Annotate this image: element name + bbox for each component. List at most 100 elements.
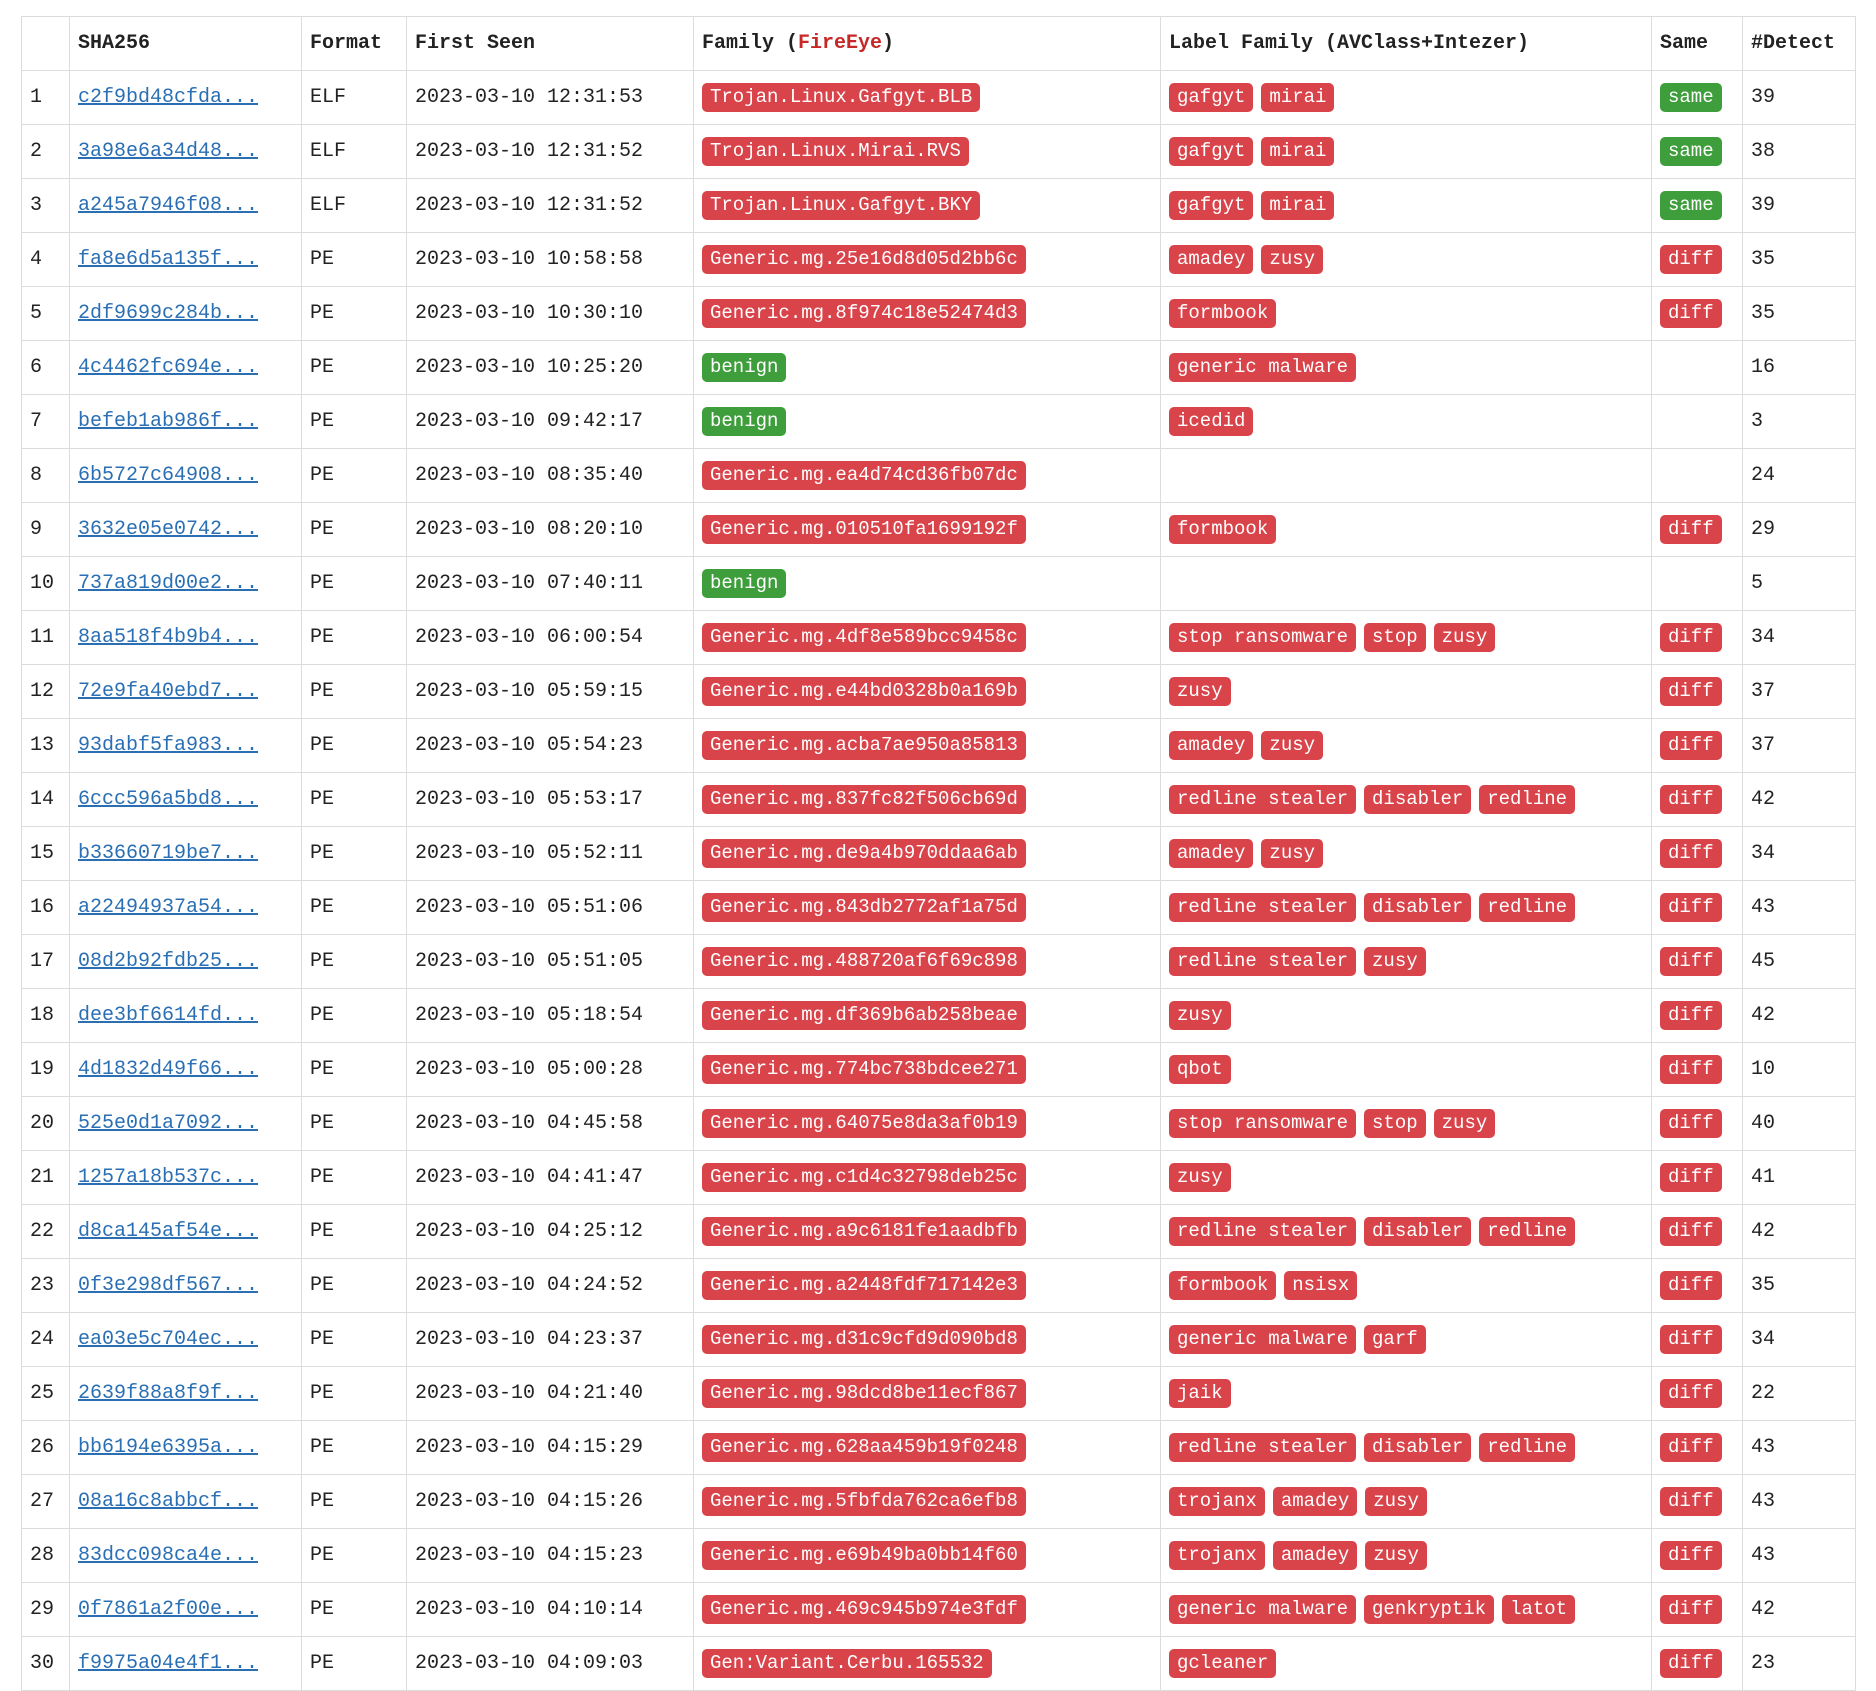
sha256-link[interactable]: 525e0d1a7092... xyxy=(78,1112,259,1135)
sha256-link[interactable]: c2f9bd48cfda... xyxy=(78,86,259,109)
label-badge: gcleaner xyxy=(1169,1649,1277,1678)
same-cell: diff xyxy=(1651,1042,1743,1097)
family-badge: Generic.mg.25e16d8d05d2bb6c xyxy=(702,245,1026,274)
sha256-link[interactable]: 737a819d00e2... xyxy=(78,572,259,595)
label-badge: genkryptik xyxy=(1364,1595,1495,1624)
sha256-cell: 6b5727c64908... xyxy=(69,448,302,503)
sha256-link[interactable]: 3632e05e0742... xyxy=(78,518,259,541)
sha256-cell: 3632e05e0742... xyxy=(69,502,302,557)
sha256-link[interactable]: a22494937a54... xyxy=(78,896,259,919)
sha256-link[interactable]: 6ccc596a5bd8... xyxy=(78,788,259,811)
row-index: 13 xyxy=(21,718,70,773)
same-cell: diff xyxy=(1651,718,1743,773)
table-row: 1 c2f9bd48cfda... ELF 2023-03-10 12:31:53 Tr… xyxy=(21,70,1856,125)
sha256-link[interactable]: 8aa518f4b9b4... xyxy=(78,626,259,649)
label-family-cell: redline stealer disabler redline xyxy=(1160,880,1652,935)
row-index: 19 xyxy=(21,1042,70,1097)
row-index: 22 xyxy=(21,1204,70,1259)
sha256-cell: fa8e6d5a135f... xyxy=(69,232,302,287)
sha256-link[interactable]: 83dcc098ca4e... xyxy=(78,1544,259,1567)
family-cell: Generic.mg.8f974c18e52474d3 xyxy=(693,286,1161,341)
sha256-link[interactable]: bb6194e6395a... xyxy=(78,1436,259,1459)
same-cell: diff xyxy=(1651,664,1743,719)
first-seen-cell: 2023-03-10 06:00:54 xyxy=(406,610,694,665)
label-badge: amadey xyxy=(1169,731,1254,760)
detect-count-cell: 42 xyxy=(1742,1582,1856,1637)
sha256-link[interactable]: befeb1ab986f... xyxy=(78,410,259,433)
label-family-cell: stop ransomware stop zusy xyxy=(1160,610,1652,665)
label-badge: amadey xyxy=(1272,1487,1358,1516)
sha256-link[interactable]: a245a7946f08... xyxy=(78,194,259,217)
label-family-cell: generic malware xyxy=(1160,340,1652,395)
sha256-link[interactable]: 0f7861a2f00e... xyxy=(78,1598,259,1621)
row-index: 16 xyxy=(21,880,70,935)
family-badge: Generic.mg.837fc82f506cb69d xyxy=(702,785,1026,814)
sha256-link[interactable]: 72e9fa40ebd7... xyxy=(78,680,259,703)
family-cell: Generic.mg.a2448fdf717142e3 xyxy=(693,1258,1161,1313)
family-cell: Generic.mg.e69b49ba0bb14f60 xyxy=(693,1528,1161,1583)
same-badge: diff xyxy=(1660,1541,1722,1570)
sha256-link[interactable]: 4d1832d49f66... xyxy=(78,1058,259,1081)
sha256-cell: 83dcc098ca4e... xyxy=(69,1528,302,1583)
family-cell: Generic.mg.ea4d74cd36fb07dc xyxy=(693,448,1161,503)
sha256-link[interactable]: b33660719be7... xyxy=(78,842,259,865)
family-cell: Trojan.Linux.Gafgyt.BKY xyxy=(693,178,1161,233)
sha256-link[interactable]: 2df9699c284b... xyxy=(78,302,259,325)
format-cell: ELF xyxy=(301,124,407,179)
sha256-link[interactable]: 2639f88a8f9f... xyxy=(78,1382,259,1405)
family-badge: Generic.mg.e69b49ba0bb14f60 xyxy=(702,1541,1026,1570)
family-badge: Generic.mg.774bc738bdcee271 xyxy=(702,1055,1026,1084)
same-badge: diff xyxy=(1660,515,1722,544)
table-row: 9 3632e05e0742... PE 2023-03-10 08:20:10 Gen… xyxy=(21,502,1856,557)
sha256-link[interactable]: dee3bf6614fd... xyxy=(78,1004,259,1027)
table-row: 22 d8ca145af54e... PE 2023-03-10 04:25:12 Ge… xyxy=(21,1204,1856,1259)
label-badge: redline stealer xyxy=(1169,1433,1357,1462)
header-first-seen: First Seen xyxy=(406,16,694,71)
family-cell: Generic.mg.469c945b974e3fdf xyxy=(693,1582,1161,1637)
family-cell: Generic.mg.843db2772af1a75d xyxy=(693,880,1161,935)
sha256-link[interactable]: f9975a04e4f1... xyxy=(78,1652,259,1675)
format-cell: PE xyxy=(301,340,407,395)
family-cell: Generic.mg.de9a4b970ddaa6ab xyxy=(693,826,1161,881)
sha256-link[interactable]: 1257a18b537c... xyxy=(78,1166,259,1189)
same-cell: same xyxy=(1651,124,1743,179)
same-badge: diff xyxy=(1660,1487,1722,1516)
label-badge: redline stealer xyxy=(1169,947,1357,976)
sha256-link[interactable]: fa8e6d5a135f... xyxy=(78,248,259,271)
detect-count-cell: 22 xyxy=(1742,1366,1856,1421)
row-index: 27 xyxy=(21,1474,70,1529)
sha256-link[interactable]: 0f3e298df567... xyxy=(78,1274,259,1297)
family-cell: Generic.mg.774bc738bdcee271 xyxy=(693,1042,1161,1097)
first-seen-cell: 2023-03-10 04:15:26 xyxy=(406,1474,694,1529)
header-family-prefix: Family ( xyxy=(702,32,799,55)
sha256-link[interactable]: ea03e5c704ec... xyxy=(78,1328,259,1351)
family-badge: Trojan.Linux.Gafgyt.BLB xyxy=(702,83,981,112)
same-cell: diff xyxy=(1651,934,1743,989)
family-badge: Generic.mg.e44bd0328b0a169b xyxy=(702,677,1026,706)
label-badge: redline xyxy=(1479,1433,1576,1462)
same-badge: diff xyxy=(1660,623,1722,652)
sha256-link[interactable]: 08d2b92fdb25... xyxy=(78,950,259,973)
sha256-link[interactable]: d8ca145af54e... xyxy=(78,1220,259,1243)
sha256-cell: bb6194e6395a... xyxy=(69,1420,302,1475)
label-family-cell: generic malware genkryptik latot xyxy=(1160,1582,1652,1637)
sha256-link[interactable]: 93dabf5fa983... xyxy=(78,734,259,757)
sha256-link[interactable]: 6b5727c64908... xyxy=(78,464,259,487)
label-badge: redline stealer xyxy=(1169,893,1357,922)
family-badge: Trojan.Linux.Gafgyt.BKY xyxy=(702,191,981,220)
sha256-link[interactable]: 3a98e6a34d48... xyxy=(78,140,259,163)
same-badge: diff xyxy=(1660,893,1722,922)
sha256-link[interactable]: 08a16c8abbcf... xyxy=(78,1490,259,1513)
label-badge: redline xyxy=(1479,893,1576,922)
sha256-link[interactable]: 4c4462fc694e... xyxy=(78,356,259,379)
family-badge: benign xyxy=(702,407,787,436)
family-cell: Generic.mg.837fc82f506cb69d xyxy=(693,772,1161,827)
row-index: 21 xyxy=(21,1150,70,1205)
same-badge: diff xyxy=(1660,1595,1722,1624)
table-row: 12 72e9fa40ebd7... PE 2023-03-10 05:59:15 Ge… xyxy=(21,664,1856,719)
family-badge: Generic.mg.469c945b974e3fdf xyxy=(702,1595,1026,1624)
row-index: 20 xyxy=(21,1096,70,1151)
table-row: 21 1257a18b537c... PE 2023-03-10 04:41:47 Ge… xyxy=(21,1150,1856,1205)
row-index: 1 xyxy=(21,70,70,125)
label-family-cell: trojanx amadey zusy xyxy=(1160,1528,1652,1583)
